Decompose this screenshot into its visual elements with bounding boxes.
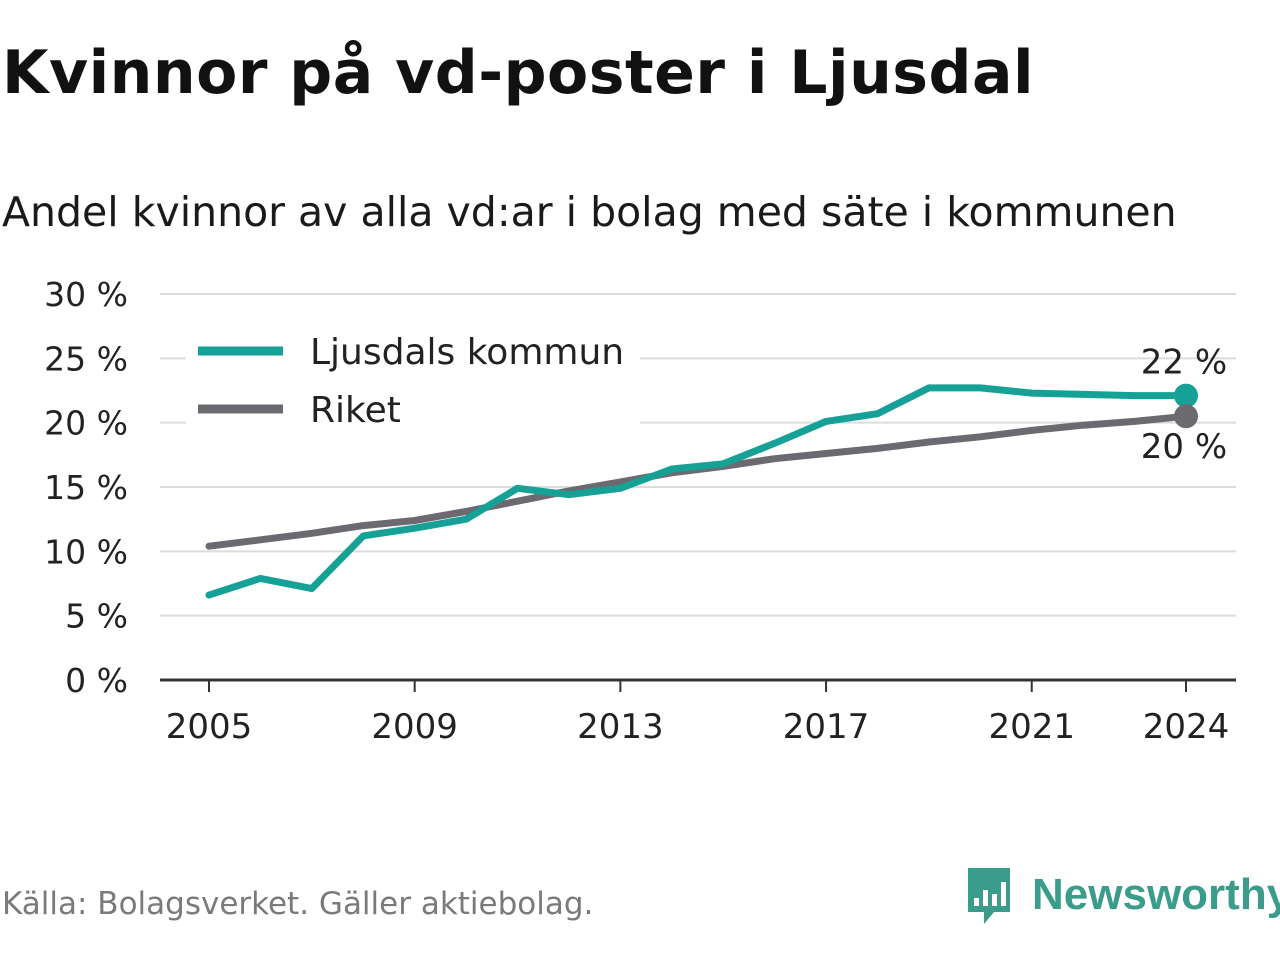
y-tick-label: 10 % <box>44 532 128 571</box>
y-tick-label: 0 % <box>65 661 128 700</box>
y-tick-label: 5 % <box>65 597 128 636</box>
series-end-point <box>1174 383 1198 408</box>
x-tick-label: 2009 <box>371 707 458 747</box>
x-tick-label: 2013 <box>577 707 664 747</box>
series-line-ljusdal <box>205 384 1190 599</box>
line-chart: 0 % 5 % 10 % 15 % 20 % 25 % 30 % 2005 2009 2013 20… <box>44 275 1236 747</box>
y-tick-label: 25 % <box>44 339 128 378</box>
series-end-label: 22 % <box>1141 343 1227 383</box>
brand-logo: Newsworthy <box>964 864 1280 926</box>
source-note: Källa: Bolagsverket. Gäller aktiebolag. <box>2 886 594 922</box>
x-tick-label: 2005 <box>166 707 253 747</box>
chart-subtitle: Andel kvinnor av alla vd:ar i bolag med … <box>2 188 1177 236</box>
legend-label: Ljusdals kommun <box>310 332 624 373</box>
x-tick-label: 2017 <box>783 707 870 747</box>
y-tick-label: 30 % <box>44 275 128 314</box>
brand-name: Newsworthy <box>1032 870 1280 919</box>
series-end-point <box>1174 404 1198 429</box>
x-tick-label: 2024 <box>1143 707 1230 747</box>
legend-background <box>186 318 640 438</box>
series-end-label: 20 % <box>1141 427 1227 467</box>
newsworthy-logo-icon <box>968 868 1010 924</box>
y-tick-label: 15 % <box>44 468 128 507</box>
y-tick-label: 20 % <box>44 404 128 443</box>
x-tick-label: 2021 <box>988 707 1075 747</box>
chart-title: Kvinnor på vd-poster i Ljusdal <box>2 38 1035 108</box>
legend-label: Riket <box>310 390 401 431</box>
